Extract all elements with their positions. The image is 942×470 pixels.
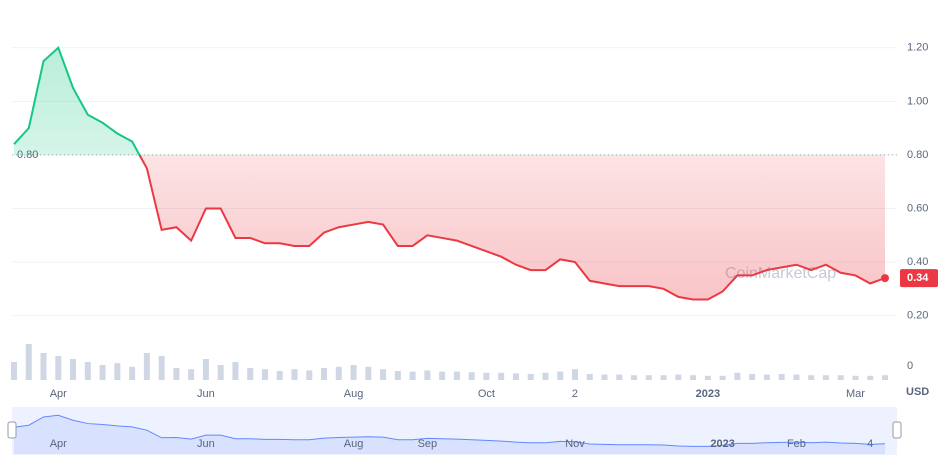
volume-bar [542, 372, 549, 380]
volume-bar [808, 375, 815, 380]
volume-bar [512, 373, 519, 380]
volume-bar [409, 371, 416, 380]
volume-bar [11, 362, 17, 380]
y-tick-label: 0.60 [907, 202, 928, 214]
volume-bar [616, 374, 623, 380]
volume-bar [675, 374, 682, 380]
navigator-label: Sep [418, 438, 438, 450]
volume-bar [719, 375, 726, 380]
volume-bar [350, 365, 357, 380]
volume-bar [247, 368, 254, 380]
volume-bar [704, 375, 711, 380]
volume-bar [173, 368, 180, 380]
volume-bar [202, 359, 209, 380]
y-tick-label: 0.80 [907, 149, 928, 161]
volume-bar [631, 375, 638, 380]
navigator-bg[interactable] [12, 407, 897, 455]
x-tick-label: Aug [344, 388, 364, 400]
volume-bar [882, 375, 888, 380]
volume-bar [55, 356, 62, 380]
volume-bar [571, 369, 578, 380]
volume-bar [158, 356, 165, 380]
navigator-label: 4 [867, 438, 873, 450]
volume-bar [527, 374, 534, 380]
volume-tick-label: 0 [907, 360, 913, 372]
area-up [14, 47, 885, 155]
volume-bar [394, 371, 401, 380]
volume-bar [778, 374, 785, 380]
volume-bar [217, 365, 224, 380]
volume-bar [25, 344, 32, 380]
volume-bar [793, 374, 800, 380]
volume-bar [645, 375, 652, 380]
navigator-label: Aug [344, 438, 364, 450]
volume-bar [837, 375, 844, 380]
volume-bar [424, 370, 431, 380]
volume-bar [483, 372, 490, 380]
x-tick-label: 2 [572, 388, 578, 400]
current-dot [881, 274, 889, 283]
navigator-area [14, 415, 885, 454]
volume-bar [498, 372, 505, 380]
y-tick-label: 0.40 [907, 256, 928, 268]
area-down [139, 155, 885, 300]
volume-bar [468, 372, 475, 380]
volume-bar [763, 374, 770, 380]
navigator-label: Jun [197, 438, 215, 450]
volume-bar [40, 353, 47, 380]
y-tick-label: 0.20 [907, 310, 928, 322]
current-label: 0.34 [907, 272, 929, 284]
volume-bar [586, 374, 593, 380]
volume-bar [439, 371, 446, 380]
price-line-down [138, 155, 886, 301]
y-tick-label: 1.00 [907, 95, 928, 107]
volume-bar [734, 372, 741, 380]
navigator-label: 2023 [710, 438, 734, 450]
volume-bar [291, 369, 298, 380]
volume-bar [232, 362, 239, 380]
volume-bar [335, 366, 342, 380]
x-tick-label: Apr [50, 388, 67, 400]
volume-bar [601, 374, 608, 380]
currency: USD [906, 386, 929, 398]
volume-bar [70, 359, 77, 380]
navigator-label: Nov [565, 438, 585, 450]
volume-bar [143, 353, 150, 380]
volume-bar [261, 369, 268, 380]
volume-bar [99, 365, 106, 380]
volume-bar [822, 375, 829, 380]
x-tick-label: Mar [846, 388, 865, 400]
navigator-line [13, 414, 886, 447]
navigator-handle[interactable] [892, 421, 902, 439]
current-badge [900, 269, 938, 288]
volume-bar [365, 366, 372, 380]
y-tick-label: 1.20 [907, 42, 928, 54]
x-tick-label: Oct [478, 388, 495, 400]
volume-bar [306, 370, 313, 380]
volume-bar [660, 375, 667, 380]
volume-bar [749, 374, 756, 380]
volume-bar [380, 369, 387, 380]
volume-bar [867, 375, 874, 380]
volume-bar [321, 368, 328, 380]
volume-bar [690, 375, 697, 380]
volume-bar [114, 363, 121, 380]
volume-bar [557, 371, 564, 380]
volume-bar [188, 369, 195, 380]
volume-bar [84, 362, 91, 380]
volume-bar [852, 375, 859, 380]
navigator-label: Apr [50, 438, 67, 450]
volume-bar [276, 371, 283, 380]
navigator-label: Feb [787, 438, 806, 450]
navigator-handle[interactable] [7, 421, 17, 439]
x-tick-label: Jun [197, 388, 215, 400]
volume-bar [129, 366, 136, 380]
volume-bar [453, 371, 460, 380]
x-tick-label: 2023 [696, 388, 720, 400]
